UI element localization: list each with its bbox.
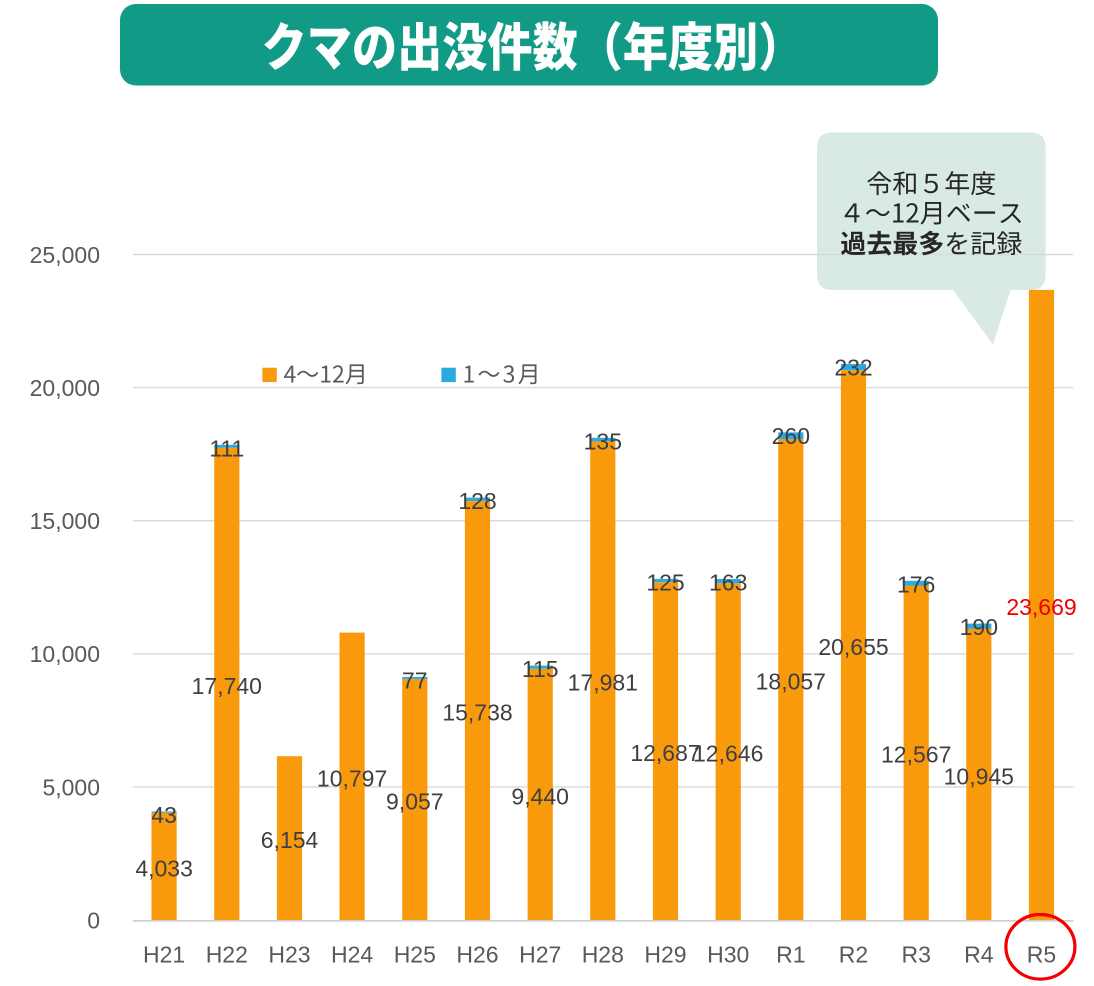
svg-text:H28: H28 bbox=[582, 941, 624, 967]
svg-text:163: 163 bbox=[709, 570, 747, 596]
svg-text:H21: H21 bbox=[143, 941, 185, 967]
svg-text:12,567: 12,567 bbox=[881, 742, 951, 768]
svg-text:5,000: 5,000 bbox=[42, 774, 100, 800]
svg-text:20,000: 20,000 bbox=[30, 375, 100, 401]
svg-text:128: 128 bbox=[458, 488, 496, 514]
svg-text:R1: R1 bbox=[776, 941, 805, 967]
svg-text:4,033: 4,033 bbox=[135, 855, 193, 881]
svg-text:232: 232 bbox=[834, 355, 872, 381]
svg-text:15,738: 15,738 bbox=[442, 700, 512, 726]
svg-text:9,440: 9,440 bbox=[511, 783, 569, 809]
svg-text:10,000: 10,000 bbox=[30, 641, 100, 667]
svg-text:176: 176 bbox=[897, 571, 935, 597]
svg-text:18,057: 18,057 bbox=[756, 669, 826, 695]
svg-text:77: 77 bbox=[402, 668, 428, 694]
svg-text:10,945: 10,945 bbox=[944, 763, 1014, 789]
svg-text:H22: H22 bbox=[206, 941, 248, 967]
svg-text:0: 0 bbox=[87, 907, 100, 933]
svg-text:H30: H30 bbox=[707, 941, 749, 967]
svg-text:H24: H24 bbox=[331, 941, 373, 967]
svg-text:12,646: 12,646 bbox=[693, 741, 763, 767]
svg-text:12,687: 12,687 bbox=[630, 740, 700, 766]
svg-text:17,740: 17,740 bbox=[192, 673, 262, 699]
svg-text:H27: H27 bbox=[519, 941, 561, 967]
svg-text:R2: R2 bbox=[839, 941, 868, 967]
svg-text:260: 260 bbox=[772, 423, 810, 449]
svg-text:H23: H23 bbox=[268, 941, 310, 967]
svg-text:125: 125 bbox=[646, 570, 684, 596]
svg-text:15,000: 15,000 bbox=[30, 508, 100, 534]
svg-text:R4: R4 bbox=[964, 941, 994, 967]
svg-text:135: 135 bbox=[584, 428, 622, 454]
svg-text:9,057: 9,057 bbox=[386, 789, 444, 815]
svg-text:6,154: 6,154 bbox=[261, 827, 319, 853]
svg-text:111: 111 bbox=[209, 435, 244, 461]
svg-text:115: 115 bbox=[522, 656, 559, 682]
svg-text:23,669: 23,669 bbox=[1006, 594, 1076, 620]
svg-text:25,000: 25,000 bbox=[30, 242, 100, 268]
svg-text:190: 190 bbox=[960, 614, 998, 640]
svg-text:43: 43 bbox=[151, 802, 177, 828]
svg-text:R3: R3 bbox=[901, 941, 930, 967]
svg-text:17,981: 17,981 bbox=[568, 670, 638, 696]
svg-text:20,655: 20,655 bbox=[818, 634, 888, 660]
svg-text:R5: R5 bbox=[1027, 941, 1056, 967]
svg-text:H29: H29 bbox=[644, 941, 686, 967]
svg-text:10,797: 10,797 bbox=[317, 765, 387, 791]
svg-text:H25: H25 bbox=[394, 941, 436, 967]
svg-text:H26: H26 bbox=[456, 941, 498, 967]
